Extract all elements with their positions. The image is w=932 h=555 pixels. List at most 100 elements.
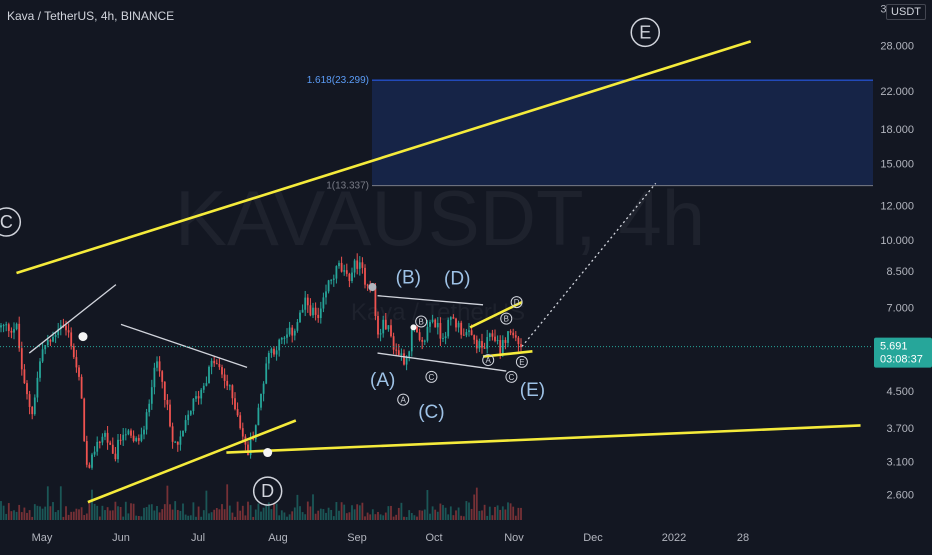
volume-bar (200, 516, 203, 520)
candle-body (283, 337, 286, 339)
candle-body (257, 407, 260, 426)
candle-body (10, 330, 13, 333)
fib-zone (372, 80, 873, 186)
volume-bar (501, 506, 504, 520)
candle-body (54, 335, 57, 337)
volume-bar (249, 505, 252, 520)
volume-bar (447, 514, 450, 520)
volume-bar (507, 502, 509, 520)
wave-label-d-circle (252, 476, 283, 506)
fib-label-1618: 1.618(23.299) (307, 75, 369, 86)
wave-label-e: E (519, 358, 524, 367)
volume-bar (15, 511, 18, 520)
volume-bar (353, 509, 356, 520)
candle-body (70, 332, 73, 347)
volume-bar (473, 494, 476, 520)
volume-bar (330, 509, 333, 520)
volume-bar (163, 504, 166, 520)
candle-body (278, 339, 281, 351)
volume-bar (7, 503, 10, 520)
candle-body (80, 376, 83, 399)
volume-bar (70, 511, 73, 520)
volume-bar (488, 506, 491, 520)
volume-bar (299, 506, 301, 520)
candle-body (408, 351, 411, 357)
trendline-5 (377, 295, 484, 306)
volume-bar (301, 512, 304, 520)
candle-body (366, 284, 369, 286)
candle-body (483, 347, 486, 349)
candle-body (234, 398, 236, 410)
candle-body (379, 333, 382, 335)
volume-bar (236, 501, 239, 520)
fibonacci-zone[interactable]: 1.618(23.299) 1(13.337) (307, 75, 873, 192)
volume-bar (265, 504, 268, 520)
volume-bar (91, 489, 93, 520)
candle-body (179, 436, 182, 445)
volume-bar (288, 514, 291, 520)
candle-body (400, 353, 403, 356)
volume-bar (491, 515, 494, 520)
volume-bar (80, 507, 83, 520)
volume-bar (117, 506, 119, 520)
candle-body (145, 412, 148, 430)
currency-badge[interactable]: USDT (886, 4, 926, 20)
volume-bar (296, 494, 299, 520)
candle-body (182, 430, 184, 437)
candle-body (486, 337, 489, 349)
volume-bar (239, 510, 242, 520)
candle-body (218, 363, 221, 368)
time-axis-panel (0, 524, 932, 550)
candle-body (421, 339, 424, 342)
volume-bar (33, 504, 36, 520)
candle-body (111, 444, 114, 454)
candle-body (109, 442, 112, 445)
volume-bar (179, 510, 182, 520)
candle-body (478, 341, 481, 349)
price-tick: 12.000 (880, 201, 914, 213)
volume-bar (23, 507, 26, 520)
candle-body (262, 383, 265, 394)
candle-body (423, 340, 426, 342)
volume-bar (101, 505, 104, 520)
candle-body (465, 332, 468, 336)
wave-label-c: C (429, 373, 435, 382)
volume-bar (395, 514, 398, 520)
volume-bar (122, 516, 125, 520)
volume-bar (512, 506, 515, 520)
volume-bar (31, 516, 34, 520)
volume-bar (457, 507, 460, 520)
volume-bar (182, 503, 184, 520)
volume-bar (59, 486, 62, 520)
wave-label-e: (E) (520, 380, 545, 401)
candle-body (405, 356, 408, 365)
candle-body (364, 267, 366, 285)
time-tick: Sep (347, 532, 367, 544)
volume-bar (44, 506, 47, 520)
volume-bar (49, 506, 52, 520)
candle-body (228, 385, 231, 387)
volume-bar (75, 508, 78, 520)
price-candles[interactable] (0, 253, 522, 470)
volume-bar (109, 510, 112, 520)
candle-body (377, 315, 379, 335)
candle-body (169, 404, 171, 427)
candle-body (26, 383, 28, 395)
candle-body (202, 385, 205, 390)
candle-body (72, 346, 75, 358)
trendline-1 (226, 424, 861, 454)
volume-bar (483, 504, 486, 520)
candle-body (15, 323, 18, 330)
candle-body (195, 396, 197, 399)
trendline-6 (377, 352, 507, 372)
candle-body (475, 339, 478, 349)
trendlines[interactable] (16, 40, 861, 504)
volume-bar (148, 504, 151, 520)
volume-bar (496, 505, 499, 520)
volume-bar (356, 504, 359, 520)
candle-body (343, 270, 346, 272)
candle-body (119, 439, 122, 441)
